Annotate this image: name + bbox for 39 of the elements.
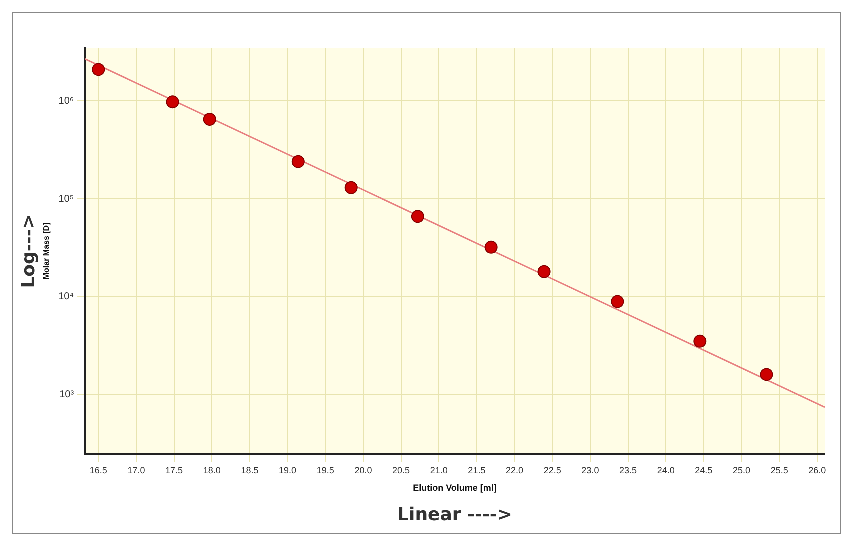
x-tick-label: 20.5 [392,465,410,476]
point [611,295,624,308]
point [203,113,216,126]
y-tick-label: 10⁶ [58,96,74,107]
x-tick-label: 21.0 [430,465,448,476]
x-tick-label: 25.0 [733,465,751,476]
x-tick-label: 24.0 [657,465,675,476]
text: Linear ----> [398,504,512,526]
x-tick-label: 23.0 [582,465,600,476]
point [344,181,358,194]
x-tick-label: 22.5 [544,465,562,476]
y-axis-title: Molar Mass [D] [42,222,52,280]
x-tick-label: 19.5 [316,465,334,476]
x-tick-label: 18.0 [203,465,221,476]
x-axis-title: Elution Volume [ml] [413,483,497,494]
x-tick-label: 17.0 [128,465,146,476]
x-tick-label: 23.5 [620,465,638,476]
x-tick-label: 18.5 [241,465,259,476]
point [92,63,106,76]
y-tick-label: 10³ [60,389,75,400]
point [694,334,707,348]
x-tick-label: 19.0 [279,465,297,476]
point [292,155,305,168]
point [411,210,424,224]
text: Log---> [18,214,40,288]
x-tick-label: 16.5 [90,465,108,476]
x-tick-label: 21.5 [468,465,486,476]
x-tick-label: 25.5 [770,465,788,476]
point [166,96,180,109]
x-tick-label: 20.0 [354,465,372,476]
x-tick-label: 26.0 [808,465,826,476]
point [760,368,774,382]
x-tick-label: 17.5 [166,465,184,476]
point [538,265,551,278]
y-tick-label: 10⁵ [58,194,74,205]
x-tick-label: 24.5 [695,465,713,476]
point [484,240,498,254]
x-tick-label: 22.0 [506,465,524,476]
y-tick-label: 10⁴ [58,292,74,303]
